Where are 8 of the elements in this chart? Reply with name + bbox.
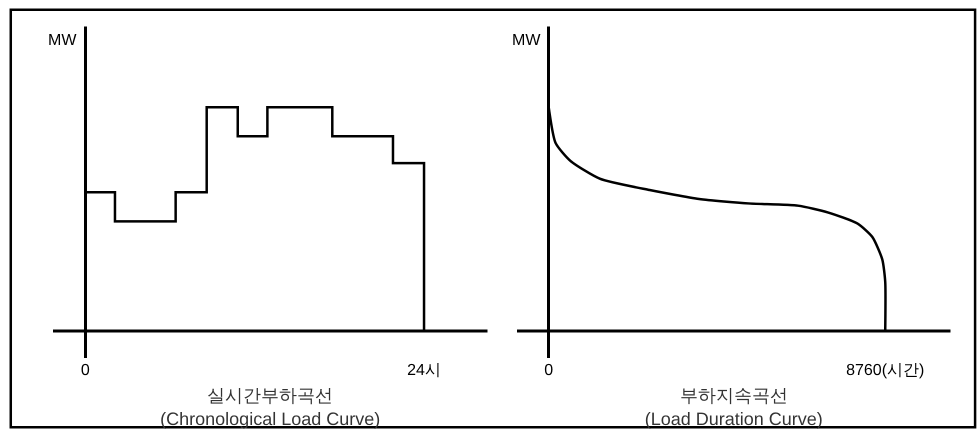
x-axis-title: 실시간부하곡선 (Chronological Load Curve) (160, 386, 380, 429)
x-tick-label: 0 (544, 362, 554, 379)
y-axis-title: MW (512, 32, 542, 49)
x-tick-label: 24시 (407, 362, 441, 379)
x-axis-title: 부하지속곡선 (Load Duration Curve) (644, 386, 823, 429)
x-tick-label: 0 (80, 362, 90, 379)
x-tick-label: 8760(시간) (846, 362, 924, 379)
y-axis-title: MW (48, 32, 78, 49)
